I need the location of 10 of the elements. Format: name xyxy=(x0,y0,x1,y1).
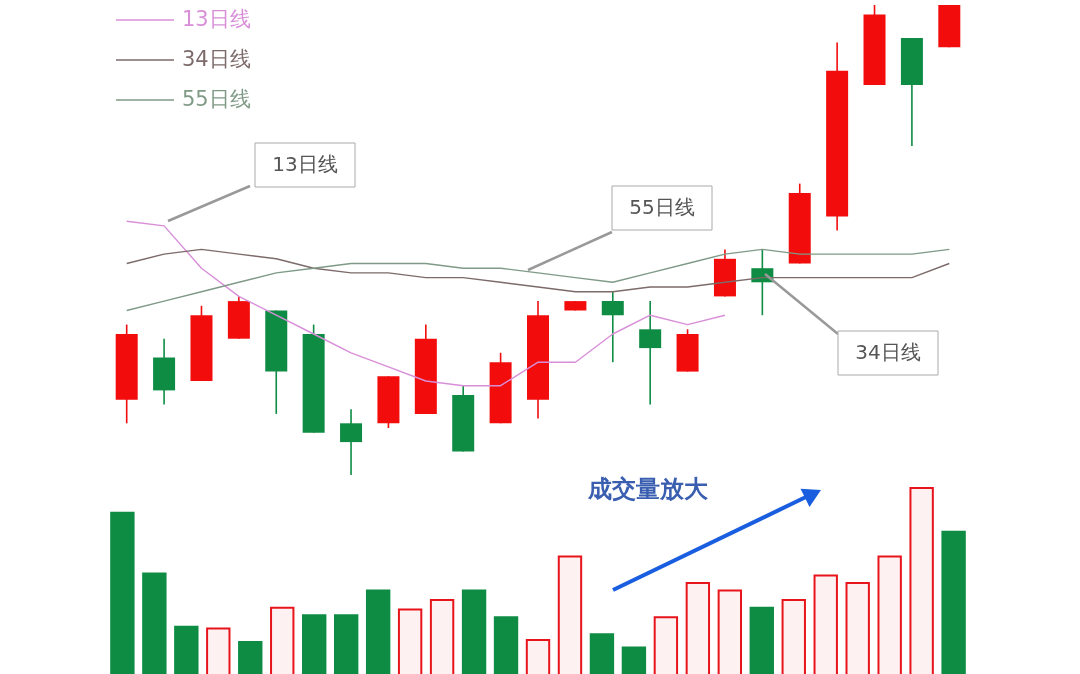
annotation: 13日线 xyxy=(272,152,338,176)
annotation: 成交量放大 xyxy=(587,475,709,503)
legend-label: 34日线 xyxy=(182,47,251,71)
annotation: 55日线 xyxy=(629,195,695,219)
candlestick xyxy=(601,290,624,363)
candlestick xyxy=(639,300,662,406)
legend-label: 13日线 xyxy=(182,7,251,31)
annotation: 34日线 xyxy=(855,340,921,364)
legend-label: 55日线 xyxy=(182,87,251,111)
candlestick xyxy=(340,408,363,476)
